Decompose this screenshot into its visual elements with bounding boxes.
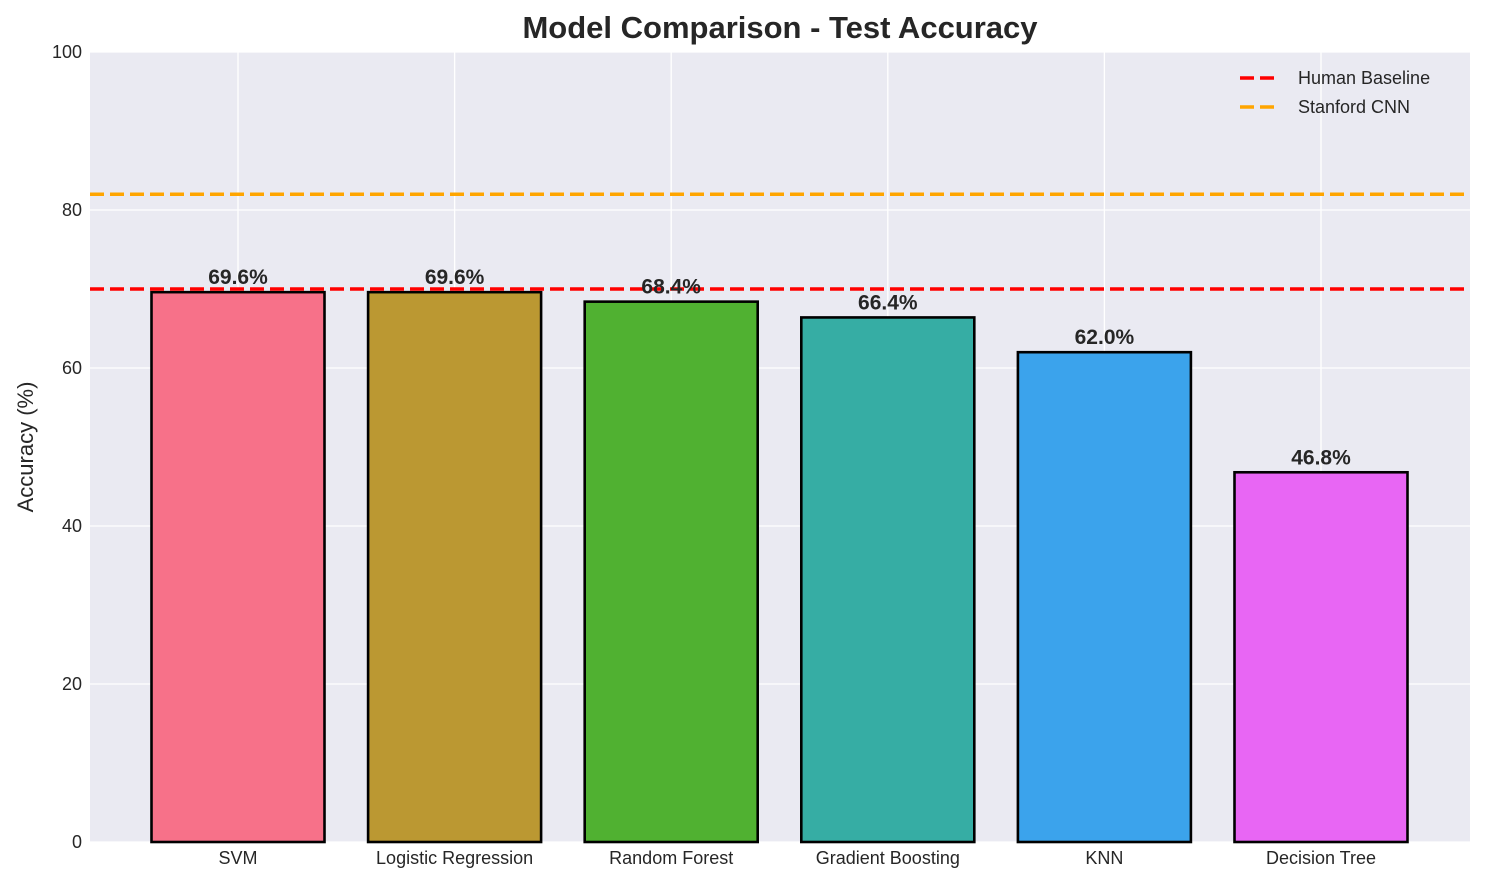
y-tick-label: 40 — [62, 516, 82, 536]
y-axis-ticks: 0 20 40 60 80 100 — [52, 42, 82, 852]
bar-value-label: 62.0% — [1075, 326, 1135, 349]
bar-value-label: 66.4% — [858, 291, 918, 314]
x-tick-label: KNN — [1085, 848, 1123, 868]
y-tick-label: 80 — [62, 200, 82, 220]
y-tick-label: 60 — [62, 358, 82, 378]
bar-value-label: 69.6% — [425, 266, 485, 289]
legend-label: Stanford CNN — [1298, 97, 1410, 117]
legend-label: Human Baseline — [1298, 68, 1430, 88]
bar — [1233, 470, 1409, 844]
y-tick-label: 20 — [62, 674, 82, 694]
bar — [1016, 350, 1193, 844]
bar-value-label: 68.4% — [641, 276, 701, 299]
x-tick-label: Logistic Regression — [376, 848, 533, 868]
bar-value-label: 69.6% — [208, 266, 268, 289]
chart-title: Model Comparison - Test Accuracy — [522, 10, 1038, 45]
y-tick-label: 0 — [72, 832, 82, 852]
y-axis-label: Accuracy (%) — [13, 382, 38, 513]
x-tick-label: Random Forest — [609, 848, 733, 868]
x-tick-label: Gradient Boosting — [816, 848, 960, 868]
bars — [150, 290, 1409, 844]
x-tick-label: Decision Tree — [1266, 848, 1376, 868]
bar — [150, 290, 326, 844]
reference-lines — [90, 192, 1470, 291]
x-tick-label: SVM — [218, 848, 257, 868]
bar — [799, 316, 976, 844]
bar — [366, 290, 543, 844]
bar — [583, 300, 760, 844]
x-axis-ticks: SVM Logistic Regression Random Forest Gradi… — [218, 848, 1376, 868]
legend: Human Baseline Stanford CNN — [1240, 68, 1430, 117]
value-labels: 69.6% 69.6% 68.4% 66.4% 62.0% 46.8% — [208, 266, 1351, 469]
bar-value-label: 46.8% — [1291, 446, 1351, 469]
y-tick-label: 100 — [52, 42, 82, 62]
